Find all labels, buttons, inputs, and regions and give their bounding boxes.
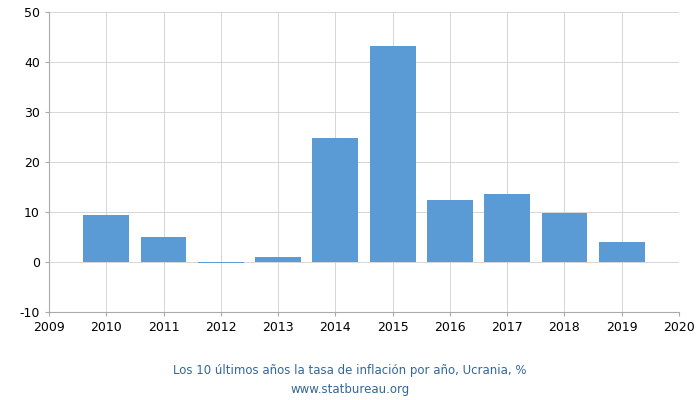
Bar [370, 46, 416, 262]
Bar [83, 215, 130, 262]
Bar [312, 138, 358, 262]
Bar [598, 242, 645, 262]
Text: Los 10 últimos años la tasa de inflación por año, Ucrania, %
www.statbureau.org: Los 10 últimos años la tasa de inflación… [174, 364, 526, 396]
Bar [427, 200, 473, 262]
Bar [141, 237, 186, 262]
Bar [198, 262, 244, 263]
Bar [484, 194, 530, 262]
Bar [256, 257, 301, 262]
Bar [542, 213, 587, 262]
